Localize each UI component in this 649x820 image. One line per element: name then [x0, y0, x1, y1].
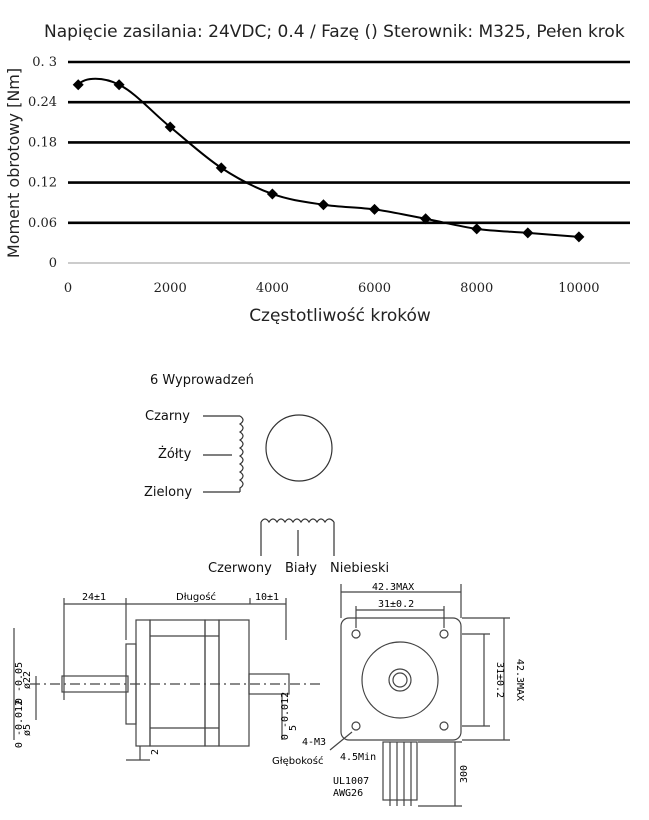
- chart-title: Napięcie zasilania: 24VDC; 0.4 / Fazę ()…: [44, 22, 625, 42]
- data-point-9: [522, 227, 534, 239]
- wiring-graphics: [203, 414, 335, 556]
- cable-type: UL1007: [333, 776, 369, 787]
- data-point-10: [573, 231, 585, 243]
- y-axis-label: Moment obrotowy [Nm]: [4, 68, 23, 258]
- y-tick-labels: 0 0.06 0.12 0.18 0.24 0. 3: [28, 55, 57, 271]
- label-depth: Głębokość: [272, 755, 323, 767]
- x-tick-5: 10000: [558, 281, 599, 296]
- label-red: Czerwony: [208, 561, 272, 576]
- dim-face-height: 42.3MAX: [514, 659, 525, 701]
- rotor-circle: [265, 414, 333, 482]
- dim-depth: 4.5Min: [340, 752, 376, 763]
- dim-cable-length: 300: [459, 765, 470, 783]
- x-axis-label: Częstotliwość kroków: [249, 306, 431, 326]
- x-tick-2: 4000: [256, 281, 289, 296]
- data-point-7: [420, 213, 432, 225]
- data-markers: [72, 79, 585, 243]
- dim-two: 2: [150, 749, 161, 755]
- torque-chart: 0 0.06 0.12 0.18 0.24 0. 3 0 2000 4000 6000 8000 1…: [4, 55, 630, 326]
- label-black: Czarny: [145, 409, 190, 424]
- y-tick-3: 0.18: [28, 135, 57, 150]
- data-point-3: [215, 162, 227, 174]
- x-tick-4: 8000: [460, 281, 493, 296]
- y-tick-2: 0.12: [28, 176, 57, 191]
- dim-boss-tol: 0 -0.05: [14, 662, 25, 704]
- dim-flat-length: 10±1: [255, 592, 279, 603]
- label-length: Długość: [176, 591, 216, 603]
- dim-screw: 4-M3: [302, 737, 326, 748]
- data-point-8: [471, 223, 483, 235]
- drawing-labels: 24±1 Długość 10±1 42.3MAX 31±0.2 31±0.2 …: [14, 582, 525, 799]
- y-tick-1: 0.06: [28, 216, 57, 231]
- side-view: [13, 598, 320, 761]
- dim-shaft-diameter-tol: 0 -0.012: [14, 700, 25, 748]
- data-point-2: [164, 121, 176, 133]
- dim-hole-spacing: 31±0.2: [378, 599, 414, 610]
- data-point-6: [369, 203, 381, 215]
- dim-shaft-d2-tol: 0 -0.012: [280, 692, 291, 740]
- front-view: [329, 584, 510, 807]
- cable-gauge: AWG26: [333, 788, 363, 799]
- data-point-4: [266, 188, 278, 200]
- dim-shaft-d2: 5: [288, 725, 299, 731]
- data-point-1: [113, 79, 125, 91]
- label-yellow: Żółty: [158, 447, 192, 462]
- label-blue: Niebieski: [330, 561, 390, 576]
- x-tick-3: 6000: [358, 281, 391, 296]
- x-tick-0: 0: [64, 281, 72, 296]
- y-tick-5: 0. 3: [32, 55, 57, 70]
- dim-shaft-length: 24±1: [82, 592, 106, 603]
- data-point-5: [317, 199, 329, 211]
- label-green: Zielony: [144, 485, 193, 500]
- chart-grid: [68, 60, 630, 264]
- dim-face-width: 42.3MAX: [372, 582, 414, 593]
- dim-boss: ø22: [22, 671, 33, 689]
- y-tick-0: 0: [49, 256, 57, 271]
- wiring-title: 6 Wyprowadzeń: [150, 373, 254, 388]
- data-point-0: [72, 79, 84, 91]
- x-tick-1: 2000: [154, 281, 187, 296]
- dim-shaft-diameter: ø5: [22, 724, 33, 736]
- label-white: Biały: [285, 561, 317, 576]
- x-tick-labels: 0 2000 4000 6000 8000 10000: [64, 281, 600, 296]
- dim-hole-spacing-v: 31±0.2: [494, 662, 505, 698]
- y-tick-4: 0.24: [28, 95, 57, 110]
